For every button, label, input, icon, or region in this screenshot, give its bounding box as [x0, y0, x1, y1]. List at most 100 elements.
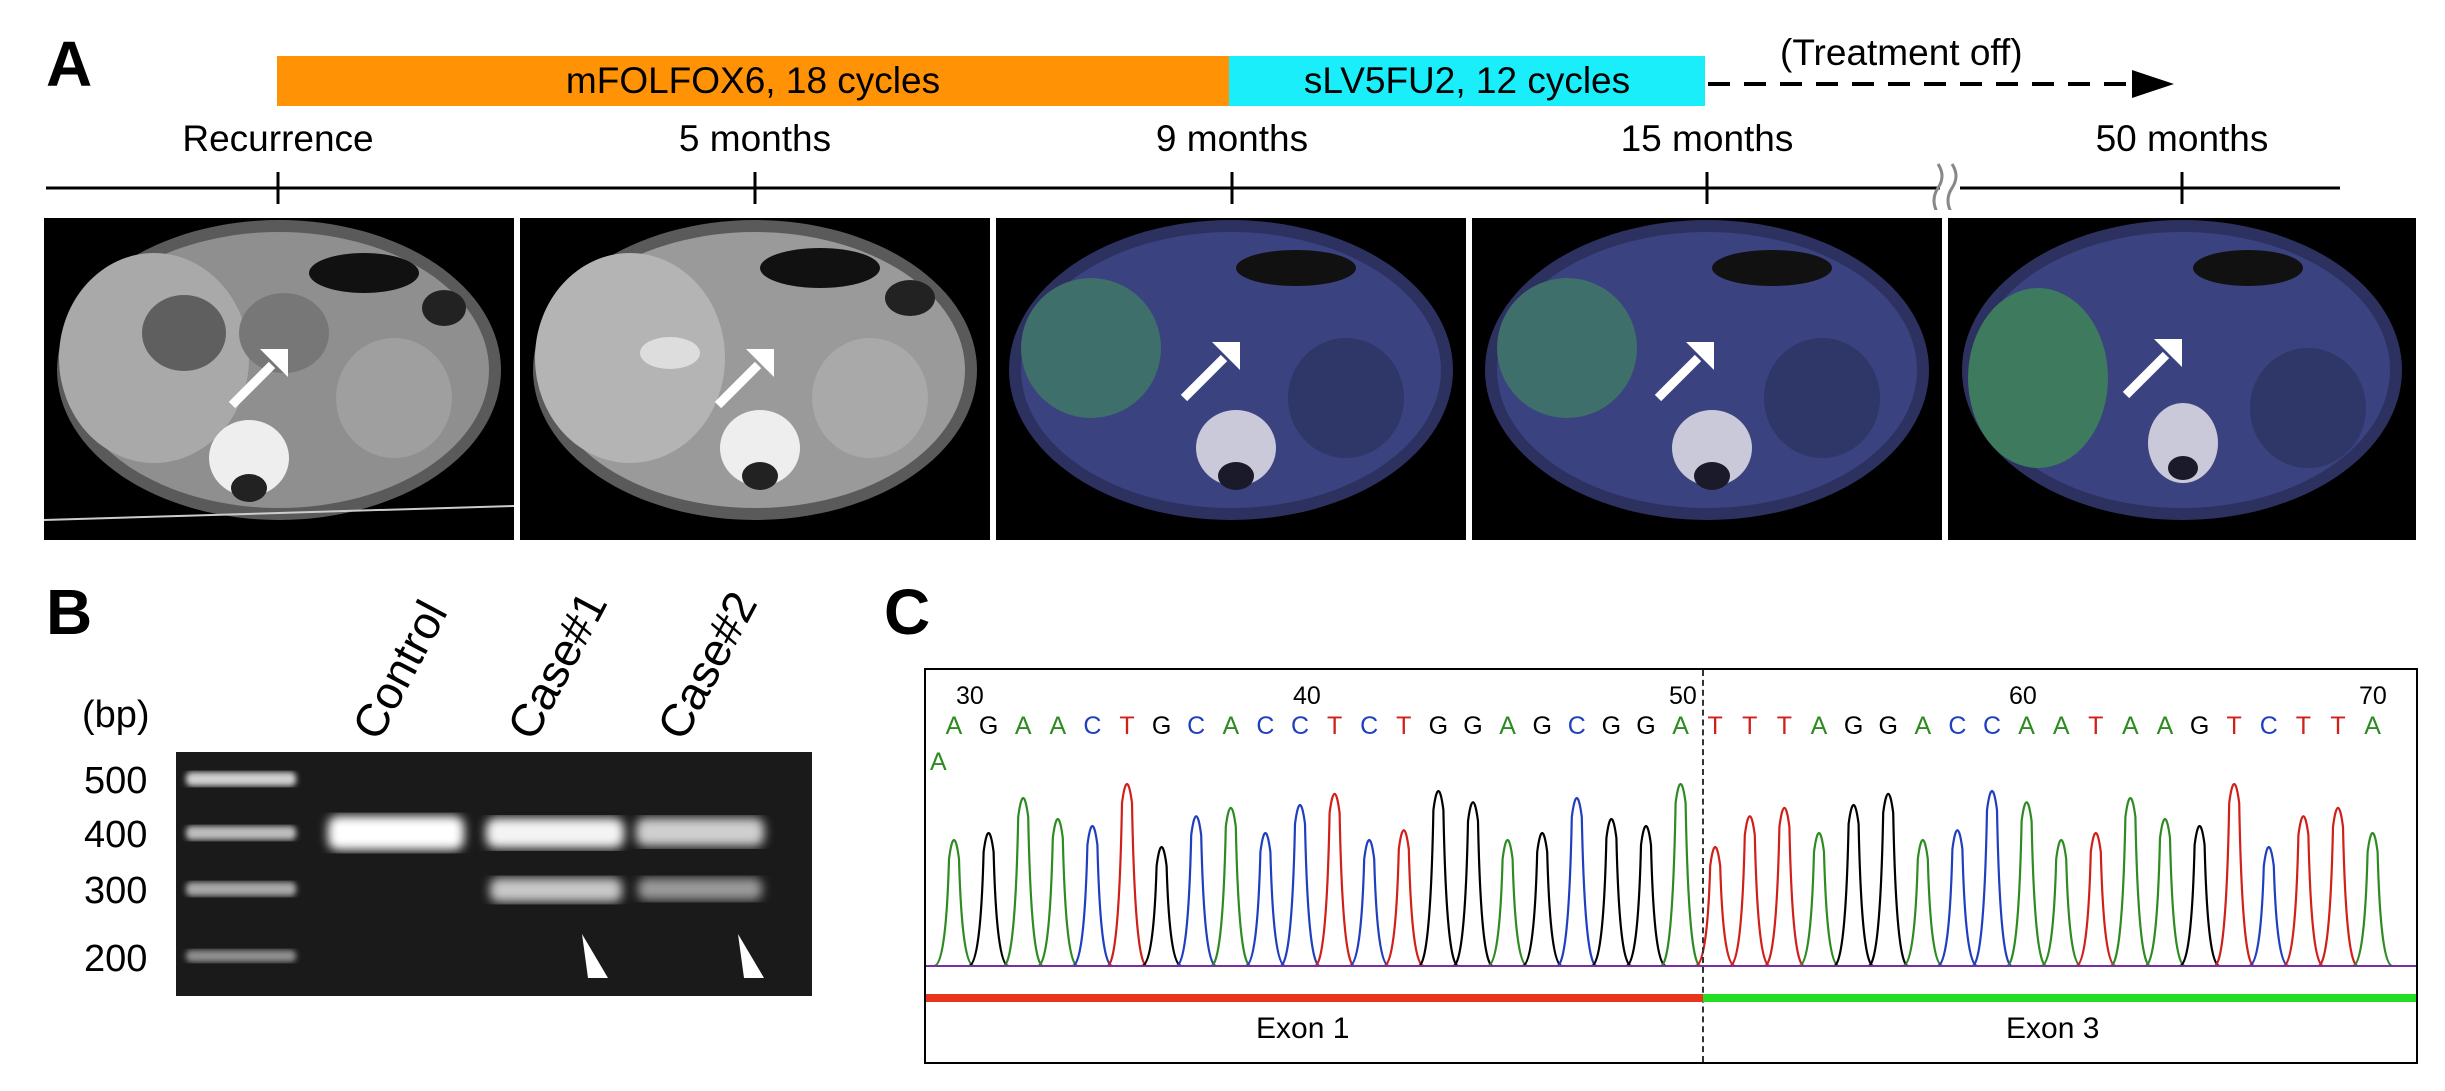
marker-label-400: 400 [84, 814, 148, 856]
bp-unit-label: (bp) [82, 694, 150, 736]
base-call: G [1463, 712, 1483, 740]
timepoint-5-months: 5 months [678, 118, 832, 159]
pet-scan-9-months [996, 218, 1466, 540]
junction-line [1702, 670, 1704, 1062]
trace-peak [1798, 831, 1840, 968]
base-call: A [1672, 712, 1689, 740]
trace-peak [1383, 829, 1425, 968]
arrow-icon [1180, 342, 1240, 402]
arrow-icon [1654, 342, 1714, 402]
extra-base-call: A [930, 748, 947, 776]
pet-scan-50-months [1948, 218, 2416, 540]
exon-1-label: Exon 1 [1256, 1012, 1350, 1045]
base-call: C [1567, 712, 1586, 740]
pet-image-50-months [1948, 220, 2416, 540]
marker-label-300: 300 [84, 870, 148, 912]
base-call: C [1187, 712, 1206, 740]
pet-image-15-months [1472, 220, 1942, 540]
trace-peak [1210, 806, 1252, 968]
exon-3-bar [1703, 994, 2416, 1002]
base-call: C [1982, 712, 2002, 740]
trace-peak [1452, 801, 1494, 968]
base-call: G [1532, 712, 1552, 740]
marker-label-200: 200 [84, 938, 148, 980]
exon-3-label: Exon 3 [2006, 1012, 2100, 1045]
base-call: C [1948, 712, 1967, 740]
trace-peak [2317, 806, 2359, 968]
base-call: T [1326, 712, 1343, 740]
base-call: G [1843, 712, 1864, 740]
trace-peak [1279, 803, 1321, 968]
timeline-axis [46, 163, 2340, 210]
trace-peak [2144, 817, 2186, 968]
slv5fu2-label: sLV5FU2, 12 cycles [1303, 60, 1631, 101]
trace-peak [1002, 796, 1044, 968]
ct-scan-5-months [520, 218, 990, 540]
base-call: G [978, 712, 999, 740]
base-call: A [1499, 712, 1516, 740]
trace-peak [1556, 796, 1598, 968]
base-call: T [2226, 712, 2242, 740]
base-call: T [2088, 712, 2104, 740]
base-call: A [2122, 712, 2139, 740]
timepoint-15-months: 15 months [1620, 118, 1794, 159]
ct-image-recurrence [44, 220, 514, 540]
position-30: 30 [956, 682, 984, 710]
base-call: T [1742, 712, 1758, 740]
slv5fu2-bar: sLV5FU2, 12 cycles [1229, 56, 1705, 106]
trace-peak [1971, 789, 2013, 968]
trace-peak [2213, 782, 2255, 968]
base-call: G [1428, 712, 1449, 740]
base-call: C [1256, 712, 1275, 740]
base-call: G [1151, 712, 1172, 740]
trace-peak [1625, 824, 1667, 968]
trace-peak [1175, 815, 1217, 968]
panel-label-a: A [46, 28, 93, 100]
trace-peak [933, 838, 975, 968]
panel-label-c: C [884, 576, 931, 648]
chromatogram-traces [926, 782, 2416, 968]
base-call: G [2189, 712, 2210, 740]
trace-peak [1763, 806, 1805, 968]
trace-peak [1071, 824, 1113, 968]
timepoint-50-months: 50 months [2095, 118, 2269, 159]
base-call: G [1601, 712, 1622, 740]
arrow-icon [2122, 339, 2182, 399]
trace-peak [1833, 803, 1875, 968]
position-70: 70 [2359, 682, 2387, 710]
trace-peak [1037, 817, 1079, 968]
base-call: T [2330, 712, 2346, 740]
trace-peak [1141, 845, 1182, 968]
mfolfox6-bar: mFOLFOX6, 18 cycles [277, 56, 1229, 106]
base-call: C [1083, 712, 1102, 740]
base-call: T [1776, 712, 1793, 740]
trace-peak [1936, 829, 1978, 968]
base-call: A [1049, 712, 1067, 740]
trace-peak [2352, 831, 2393, 968]
lane-label-control: Control [341, 592, 458, 748]
base-call: T [1119, 712, 1135, 740]
trace-peak [1348, 838, 1390, 968]
trace-peak [2075, 831, 2117, 968]
trace-peak [1106, 782, 1148, 968]
trace-peak [1521, 831, 1563, 968]
arrow-icon [228, 349, 288, 409]
base-call: T [1396, 712, 1412, 740]
trace-peak [1729, 815, 1771, 968]
base-call: A [1810, 712, 1828, 740]
treatment-off-label: (Treatment off) [1780, 32, 2023, 73]
base-call: A [2018, 712, 2035, 740]
position-50: 50 [1669, 682, 1697, 710]
base-call: A [1222, 712, 1240, 740]
trace-peak [1487, 838, 1529, 968]
trace-peak [2282, 815, 2324, 968]
pet-image-9-months [996, 220, 1466, 540]
trace-peak [2248, 845, 2290, 968]
trace-peak [1867, 792, 1909, 968]
timepoint-recurrence: Recurrence [182, 118, 374, 159]
base-call: G [1636, 712, 1656, 740]
pet-scan-15-months [1472, 218, 1942, 540]
trace-peak [2040, 838, 2082, 968]
